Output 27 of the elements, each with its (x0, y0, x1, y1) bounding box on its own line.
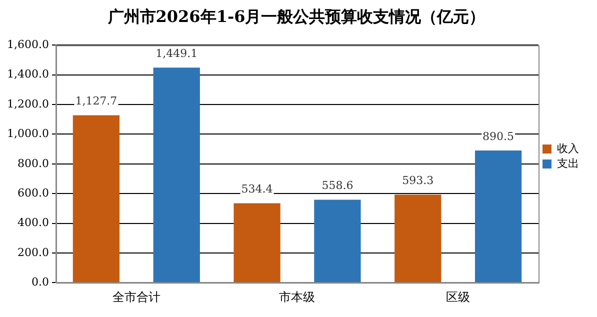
y-tick-label: 400.0 (17, 216, 49, 230)
y-tick-label: 200.0 (17, 246, 49, 259)
bar (72, 115, 120, 282)
data-label: 534.4 (241, 182, 273, 196)
data-label: 593.3 (402, 174, 434, 187)
x-tick-label: 全市合计 (112, 290, 160, 304)
x-tick-label: 区级 (446, 290, 470, 304)
y-tick-label: 1,400.0 (6, 68, 49, 81)
y-tick-label: 600.0 (17, 186, 49, 200)
data-label: 558.6 (322, 179, 354, 192)
y-tick-label: 800.0 (17, 156, 49, 170)
data-label: 890.5 (482, 130, 514, 143)
legend-label: 收入 (557, 142, 579, 155)
y-tick-label: 1,600.0 (6, 38, 49, 52)
y-tick-label: 0.0 (31, 275, 49, 288)
bar (314, 200, 361, 282)
y-tick-label: 1,000.0 (6, 127, 49, 140)
bar (153, 68, 200, 282)
bar (234, 203, 280, 282)
chart-title: 广州市2026年1-6月一般公共预算收支情况（亿元） (106, 6, 486, 26)
legend-label: 支出 (557, 156, 579, 170)
bar (474, 150, 522, 282)
bar (394, 194, 442, 282)
data-label: 1,127.7 (75, 94, 118, 108)
x-tick-label: 市本级 (279, 290, 316, 304)
data-label: 1,449.1 (156, 46, 198, 60)
y-tick-label: 1,200.0 (6, 97, 49, 110)
